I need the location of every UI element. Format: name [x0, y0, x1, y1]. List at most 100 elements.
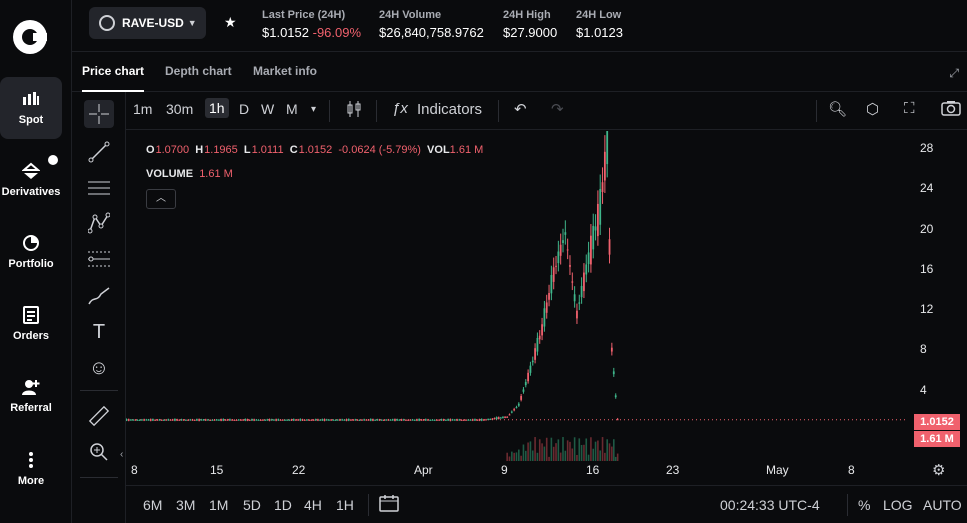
tab-depth-chart[interactable]: Depth chart [165, 64, 232, 78]
nav-derivatives[interactable]: Derivatives [0, 149, 62, 211]
timeframe-d[interactable]: D [239, 101, 250, 117]
divider [80, 477, 118, 478]
close-key: C [289, 144, 298, 156]
volume-bar [601, 437, 604, 461]
percent-toggle[interactable]: % [858, 497, 871, 513]
candle-body [196, 419, 198, 421]
y-tick-label: 28 [920, 141, 934, 156]
candle-body [345, 419, 348, 421]
candle-body [524, 381, 527, 386]
range-3m[interactable]: 3M [176, 497, 196, 513]
candle-body [522, 389, 525, 392]
last-volume-tag: 1.61 M [914, 431, 960, 447]
brush-icon[interactable] [84, 282, 114, 310]
crosshair-icon[interactable] [84, 100, 114, 128]
orders-icon [22, 306, 40, 324]
range-4h[interactable]: 4H [304, 497, 322, 513]
favorite-star-icon[interactable]: ★ [224, 14, 237, 30]
zoom-in-icon[interactable] [84, 438, 114, 466]
indicators-fx-icon[interactable]: ƒx [392, 100, 408, 117]
collapse-legend-button[interactable]: ︿ [146, 189, 176, 209]
candle-body [365, 419, 368, 421]
range-1h[interactable]: 1H [336, 497, 354, 513]
emoji-icon[interactable]: ☺ [88, 356, 110, 379]
nav-orders[interactable]: Orders [0, 293, 62, 355]
chart-settings-icon[interactable]: ⚙ [932, 462, 946, 479]
coinbase-logo[interactable] [13, 20, 47, 54]
pair-selector[interactable]: RAVE-USD ▼ [89, 7, 206, 39]
high-key: H [195, 144, 204, 156]
timeframe-1m[interactable]: 1m [133, 101, 153, 117]
candle-body [290, 419, 293, 421]
candle-body [277, 419, 280, 421]
candle-body [336, 419, 339, 421]
candle-body [510, 411, 513, 413]
candle-body [358, 419, 361, 421]
candle-body [286, 419, 289, 421]
tab-price-chart[interactable]: Price chart [82, 64, 145, 92]
candle-body [413, 419, 416, 421]
undo-icon[interactable]: ↶ [514, 101, 527, 118]
candle-body [264, 419, 267, 421]
candlestick-chart-svg[interactable] [126, 131, 967, 461]
candle-body [489, 419, 492, 421]
expand-icon[interactable]: ⤢ [949, 66, 959, 80]
candle-body [198, 419, 201, 421]
settings-hexagon-icon[interactable]: ⬡ [866, 101, 880, 118]
timeframe-30m[interactable]: 30m [166, 101, 194, 117]
fib-retracement-icon[interactable] [84, 245, 114, 273]
auto-toggle[interactable]: AUTO [923, 497, 962, 513]
nav-referral[interactable]: Referral [0, 365, 62, 427]
calendar-icon[interactable] [379, 494, 399, 515]
log-toggle[interactable]: LOG [883, 497, 913, 513]
candle-body [411, 419, 414, 421]
volume-bar [578, 438, 581, 461]
candle-body [590, 235, 592, 265]
divider [847, 494, 848, 516]
vol-value: 1.61 M [449, 144, 484, 156]
candle-body [592, 225, 595, 250]
fullscreen-icon[interactable]: ⛶ [904, 100, 915, 117]
timeframe-1h[interactable]: 1h [205, 98, 229, 118]
candle-body [145, 419, 148, 421]
scroll-left-icon[interactable]: ‹ [120, 449, 124, 460]
pie-chart-icon [22, 234, 40, 252]
indicators-button[interactable]: Indicators [417, 101, 483, 118]
nav-portfolio[interactable]: Portfolio [0, 221, 62, 283]
candle-body [583, 272, 585, 292]
horizontal-lines-icon[interactable] [84, 174, 114, 202]
candlestick-type-icon[interactable] [346, 100, 362, 122]
chevron-down-icon[interactable]: ▾ [311, 104, 317, 115]
pattern-icon[interactable] [84, 209, 114, 237]
camera-icon[interactable] [941, 100, 961, 120]
candle-body [462, 419, 465, 421]
ruler-icon[interactable] [84, 402, 114, 430]
range-5d[interactable]: 5D [243, 497, 261, 513]
candle-body [405, 419, 407, 421]
candle-body [152, 419, 154, 421]
candle-body [231, 419, 234, 421]
candle-body [506, 416, 509, 418]
range-1d[interactable]: 1D [274, 497, 292, 513]
range-6m[interactable]: 6M [143, 497, 163, 513]
candle-body [158, 419, 161, 421]
timeframe-w[interactable]: W [261, 101, 275, 117]
zoom-search-icon[interactable]: 🔍︎ [828, 101, 848, 118]
redo-icon[interactable]: ↷ [551, 101, 564, 118]
trend-line-icon[interactable] [84, 138, 114, 166]
price-chart[interactable]: O 1.0700 H 1.1965 L 1.0111 C 1.0152 -0.0… [126, 131, 967, 461]
candle-body [325, 419, 328, 421]
candle-body [601, 182, 604, 193]
tab-market-info[interactable]: Market info [253, 64, 318, 78]
candle-body [319, 419, 322, 421]
candle-body [281, 419, 284, 421]
utc-clock[interactable]: 00:24:33 UTC-4 [720, 497, 820, 513]
nav-spot[interactable]: Spot [0, 77, 62, 139]
volume-bar [508, 456, 511, 461]
candle-body [383, 419, 385, 421]
text-tool-icon[interactable]: T [92, 320, 106, 343]
nav-more[interactable]: More [0, 438, 62, 500]
range-1m[interactable]: 1M [209, 497, 229, 513]
candle-body [295, 419, 297, 421]
timeframe-m[interactable]: M [286, 101, 298, 117]
